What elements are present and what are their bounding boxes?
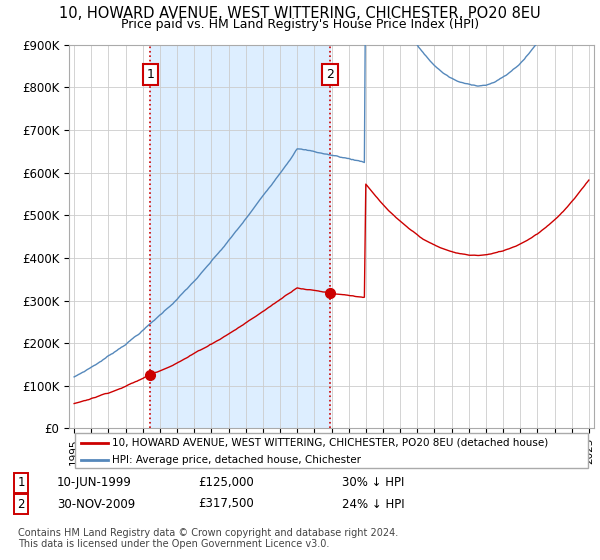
Text: 24% ↓ HPI: 24% ↓ HPI — [342, 497, 404, 511]
Text: Price paid vs. HM Land Registry's House Price Index (HPI): Price paid vs. HM Land Registry's House … — [121, 18, 479, 31]
Text: 30% ↓ HPI: 30% ↓ HPI — [342, 476, 404, 489]
Text: £317,500: £317,500 — [198, 497, 254, 511]
Text: 10, HOWARD AVENUE, WEST WITTERING, CHICHESTER, PO20 8EU (detached house): 10, HOWARD AVENUE, WEST WITTERING, CHICH… — [112, 437, 548, 447]
Bar — [151, 45, 330, 428]
Text: 10, HOWARD AVENUE, WEST WITTERING, CHICHESTER, PO20 8EU: 10, HOWARD AVENUE, WEST WITTERING, CHICH… — [59, 6, 541, 21]
Text: 2: 2 — [326, 68, 334, 81]
Text: Contains HM Land Registry data © Crown copyright and database right 2024.
This d: Contains HM Land Registry data © Crown c… — [18, 528, 398, 549]
Text: 30-NOV-2009: 30-NOV-2009 — [57, 497, 135, 511]
Text: 2: 2 — [17, 497, 25, 511]
Text: 1: 1 — [17, 476, 25, 489]
Text: £125,000: £125,000 — [198, 476, 254, 489]
Text: 1: 1 — [146, 68, 154, 81]
Text: HPI: Average price, detached house, Chichester: HPI: Average price, detached house, Chic… — [112, 455, 361, 465]
Text: 10-JUN-1999: 10-JUN-1999 — [57, 476, 132, 489]
